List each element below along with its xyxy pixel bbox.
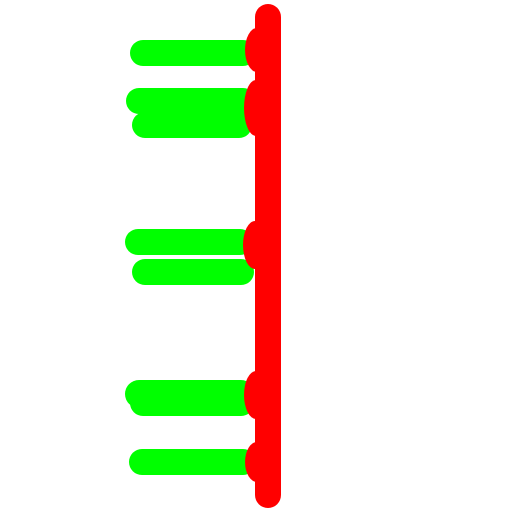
green-stroke-4: [125, 229, 253, 255]
green-stroke-2: [126, 88, 256, 114]
green-stroke-3: [132, 112, 252, 138]
red-junction-3: [243, 221, 267, 269]
green-stroke-1: [130, 40, 256, 66]
red-junction-4: [244, 371, 268, 419]
green-strokes: [125, 40, 256, 475]
green-stroke-5: [132, 259, 254, 285]
red-junction-1: [245, 28, 269, 72]
green-stroke-8: [129, 449, 256, 475]
red-junction-2: [244, 80, 268, 136]
red-spine: [243, 4, 281, 508]
green-stroke-7: [130, 390, 254, 416]
red-junction-5: [245, 442, 269, 482]
